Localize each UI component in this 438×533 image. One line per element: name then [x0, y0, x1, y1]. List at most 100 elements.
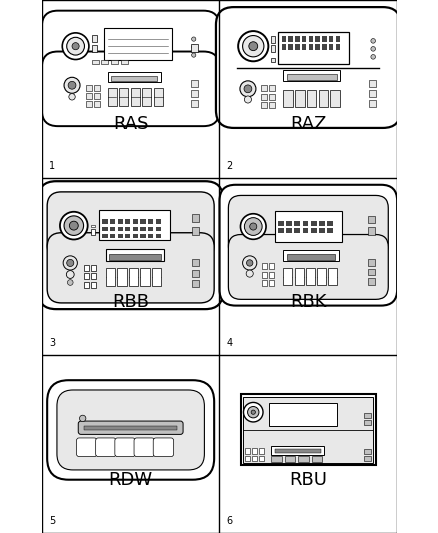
Circle shape: [66, 271, 74, 278]
Bar: [86, 101, 92, 107]
Text: 1: 1: [49, 160, 55, 171]
Bar: [91, 229, 95, 235]
Bar: [283, 70, 339, 81]
Bar: [261, 280, 266, 286]
Bar: [278, 32, 348, 64]
Bar: [321, 36, 326, 42]
Bar: [191, 259, 198, 266]
Bar: [302, 228, 307, 233]
Bar: [94, 85, 100, 91]
Bar: [270, 36, 275, 43]
Bar: [148, 227, 153, 231]
Circle shape: [240, 214, 265, 239]
Bar: [286, 221, 291, 225]
Bar: [102, 220, 107, 224]
FancyBboxPatch shape: [115, 438, 135, 457]
Bar: [286, 74, 336, 79]
FancyBboxPatch shape: [47, 380, 214, 480]
Circle shape: [249, 223, 256, 230]
Bar: [110, 220, 115, 224]
Bar: [251, 448, 256, 454]
FancyBboxPatch shape: [47, 192, 214, 260]
Bar: [364, 456, 370, 461]
Text: RAZ: RAZ: [290, 115, 326, 133]
Bar: [294, 221, 300, 225]
Bar: [364, 413, 370, 417]
Bar: [110, 227, 115, 231]
Bar: [283, 249, 338, 261]
Bar: [302, 221, 307, 225]
Bar: [297, 456, 308, 462]
Bar: [153, 88, 162, 106]
Bar: [368, 90, 375, 97]
Bar: [240, 394, 375, 465]
Bar: [83, 273, 89, 279]
Bar: [101, 60, 108, 64]
Bar: [91, 281, 96, 288]
Circle shape: [248, 42, 257, 51]
Circle shape: [67, 37, 84, 55]
Bar: [367, 215, 374, 223]
FancyBboxPatch shape: [76, 438, 97, 457]
Bar: [286, 254, 334, 260]
Bar: [83, 281, 89, 288]
Bar: [152, 268, 161, 286]
Bar: [281, 44, 286, 50]
Bar: [86, 85, 92, 91]
Bar: [92, 35, 96, 42]
FancyBboxPatch shape: [95, 438, 116, 457]
Bar: [94, 101, 100, 107]
Bar: [133, 227, 138, 231]
Bar: [261, 94, 266, 100]
Bar: [270, 58, 275, 62]
Bar: [311, 456, 321, 462]
Bar: [328, 36, 332, 42]
Bar: [318, 90, 327, 108]
Circle shape: [251, 410, 255, 414]
Circle shape: [64, 77, 80, 93]
Bar: [133, 220, 138, 224]
Bar: [140, 220, 145, 224]
Bar: [310, 221, 316, 225]
Bar: [140, 227, 145, 231]
Circle shape: [244, 217, 261, 236]
Circle shape: [244, 96, 251, 103]
Circle shape: [370, 38, 374, 43]
Circle shape: [191, 37, 195, 41]
Bar: [191, 227, 198, 235]
Bar: [261, 85, 266, 91]
Bar: [111, 60, 118, 64]
Bar: [288, 36, 292, 42]
Circle shape: [243, 402, 262, 422]
Circle shape: [64, 216, 83, 236]
Bar: [308, 36, 312, 42]
FancyBboxPatch shape: [219, 185, 396, 305]
Bar: [284, 456, 294, 462]
Circle shape: [191, 45, 195, 49]
Bar: [107, 88, 117, 106]
Bar: [191, 270, 198, 277]
Bar: [367, 227, 374, 235]
Bar: [117, 233, 123, 238]
Bar: [119, 88, 128, 106]
Bar: [288, 44, 292, 50]
Circle shape: [370, 46, 374, 51]
Bar: [316, 268, 325, 285]
Bar: [125, 233, 130, 238]
Bar: [278, 228, 283, 233]
Bar: [129, 268, 138, 286]
Circle shape: [246, 270, 253, 277]
Bar: [270, 45, 275, 52]
Bar: [109, 254, 160, 260]
Text: RDW: RDW: [108, 471, 152, 489]
Bar: [367, 278, 374, 285]
Bar: [268, 263, 274, 269]
FancyBboxPatch shape: [228, 235, 387, 300]
Bar: [142, 88, 151, 106]
FancyBboxPatch shape: [134, 438, 154, 457]
Bar: [125, 227, 130, 231]
Bar: [117, 268, 126, 286]
FancyBboxPatch shape: [228, 196, 387, 257]
Bar: [335, 36, 339, 42]
Bar: [283, 268, 292, 285]
